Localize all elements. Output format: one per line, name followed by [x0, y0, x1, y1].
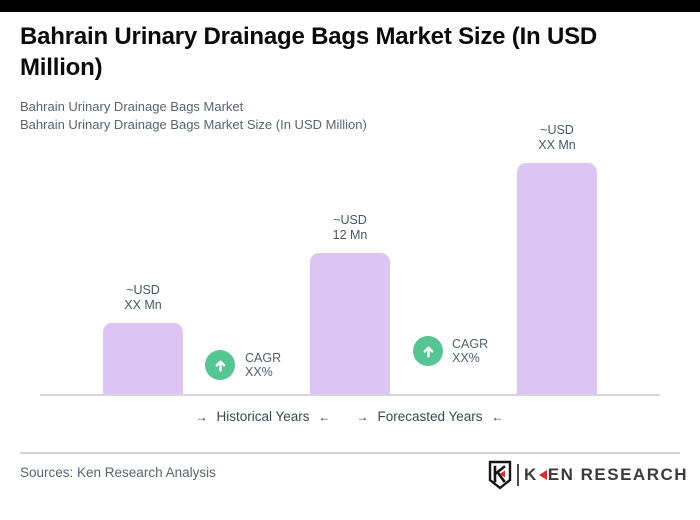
cagr-badge-text-1: CAGR XX% — [245, 351, 281, 379]
chart-subtitle-2: Bahrain Urinary Drainage Bags Market Siz… — [20, 117, 367, 132]
bar-historical-start — [103, 323, 183, 394]
logo-separator — [517, 464, 519, 486]
footer-divider — [20, 452, 680, 454]
right-arrow-icon: → — [195, 409, 208, 424]
ken-research-wordmark: K EN RESEARCH — [524, 465, 688, 485]
cagr-badge-text-2: CAGR XX% — [452, 337, 488, 365]
forecasted-years-label: → Forecasted Years ← — [350, 409, 510, 424]
page-title: Bahrain Urinary Drainage Bags Market Siz… — [20, 21, 688, 83]
bar-value-label-forecast-end: ~USD XX Mn — [497, 123, 617, 152]
bar2-label-line2: 12 Mn — [332, 227, 368, 242]
historical-years-label: → Historical Years ← — [185, 409, 341, 424]
bar2-label-line1: ~USD — [333, 213, 367, 227]
top-black-bar — [0, 0, 700, 12]
red-triangle-icon — [538, 470, 547, 480]
bar-forecast-end — [517, 163, 597, 394]
bar-value-label-historical-start: ~USD XX Mn — [83, 283, 203, 312]
period-labels-row: → Historical Years ← → Forecasted Years … — [0, 409, 700, 427]
cagr1-line2: XX% — [245, 365, 273, 379]
page-title-line2: Million) — [20, 54, 103, 81]
up-arrow-icon — [423, 346, 433, 358]
brand-rest: EN RESEARCH — [547, 465, 689, 484]
left-arrow-icon: ← — [318, 409, 331, 424]
bar-historical-end — [310, 253, 390, 394]
cagr1-line1: CAGR — [245, 351, 282, 365]
bar1-label-line2: XX Mn — [124, 297, 162, 312]
sources-text: Sources: Ken Research Analysis — [20, 465, 216, 480]
ken-research-emblem-icon — [488, 460, 512, 490]
bar3-label-line1: ~USD — [540, 123, 574, 137]
cagr2-line2: XX% — [452, 351, 480, 365]
page-title-line1: Bahrain Urinary Drainage Bags Market Siz… — [20, 23, 598, 50]
chart-subtitle-1: Bahrain Urinary Drainage Bags Market — [20, 99, 244, 114]
forecasted-years-text: Forecasted Years — [377, 409, 483, 424]
left-arrow-icon: ← — [491, 409, 504, 424]
cagr-badge-circle-1 — [205, 350, 235, 380]
cagr2-line1: CAGR — [452, 337, 489, 351]
bar3-label-line2: XX Mn — [538, 137, 576, 152]
x-axis-line — [40, 394, 660, 396]
bar-value-label-historical-end: ~USD 12 Mn — [290, 213, 410, 242]
up-arrow-icon — [215, 360, 225, 372]
brand-k: K — [524, 465, 538, 484]
right-arrow-icon: → — [356, 409, 369, 424]
cagr-badge-circle-2 — [413, 336, 443, 366]
historical-years-text: Historical Years — [216, 409, 310, 424]
bar1-label-line1: ~USD — [126, 283, 160, 297]
ken-research-logo: K EN RESEARCH — [487, 459, 688, 491]
